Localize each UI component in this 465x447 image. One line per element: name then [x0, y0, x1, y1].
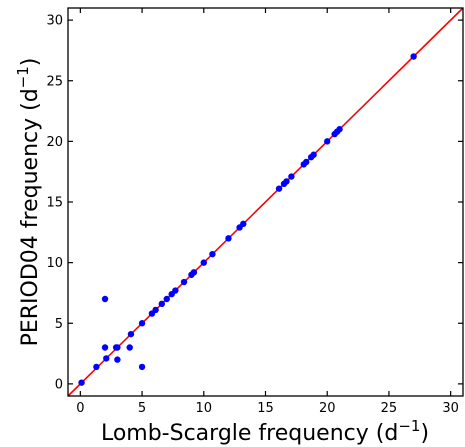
data-point [288, 173, 295, 180]
axis-ticks: 0 5 10 15 20 25 30 0 5 10 15 20 25 30 [46, 8, 463, 416]
x-tick-label: 30 [442, 401, 459, 416]
data-point [275, 185, 283, 192]
data-point [101, 344, 109, 351]
data-point [138, 363, 146, 371]
data-point [324, 138, 331, 145]
fit-line [67, 7, 464, 397]
data-point [138, 320, 146, 327]
plot-frame [67, 7, 464, 397]
x-tick-label: 25 [381, 401, 398, 416]
data-point [152, 306, 159, 314]
y-tick-label: 25 [46, 74, 63, 89]
data-point [126, 344, 133, 351]
data-point [78, 379, 85, 386]
data-points [78, 53, 417, 386]
data-point [200, 259, 207, 266]
x-tick-label: 15 [257, 401, 274, 416]
y-axis-label: PERIOD04 frequency (d−1) [14, 58, 43, 347]
data-point [303, 158, 310, 166]
y-tick-label: 15 [46, 196, 63, 211]
y-tick-label: 30 [46, 14, 63, 29]
data-point [101, 295, 109, 303]
data-point [225, 235, 232, 242]
y-tick-label: 10 [46, 256, 63, 271]
x-tick-label: 20 [319, 401, 336, 416]
x-axis-label: Lomb-Scargle frequency (d−1) [101, 417, 429, 446]
data-point [127, 330, 135, 338]
data-point [114, 356, 121, 363]
data-point [163, 295, 170, 303]
y-tick-label: 0 [55, 377, 63, 392]
data-point [114, 344, 121, 351]
y-tick-label: 5 [55, 317, 63, 332]
data-point [209, 250, 216, 258]
data-point [158, 300, 166, 308]
x-tick-label: 0 [76, 401, 84, 416]
data-point [190, 269, 198, 276]
data-point [103, 355, 110, 362]
data-point [240, 220, 247, 228]
data-point [172, 287, 179, 294]
data-point [310, 151, 317, 158]
x-tick-label: 5 [138, 401, 146, 416]
data-point [93, 363, 100, 371]
x-tick-label: 10 [196, 401, 213, 416]
data-point [336, 126, 343, 133]
data-point [410, 53, 417, 60]
y-tick-label: 20 [46, 135, 63, 150]
data-point [180, 278, 188, 286]
data-point [283, 178, 290, 185]
